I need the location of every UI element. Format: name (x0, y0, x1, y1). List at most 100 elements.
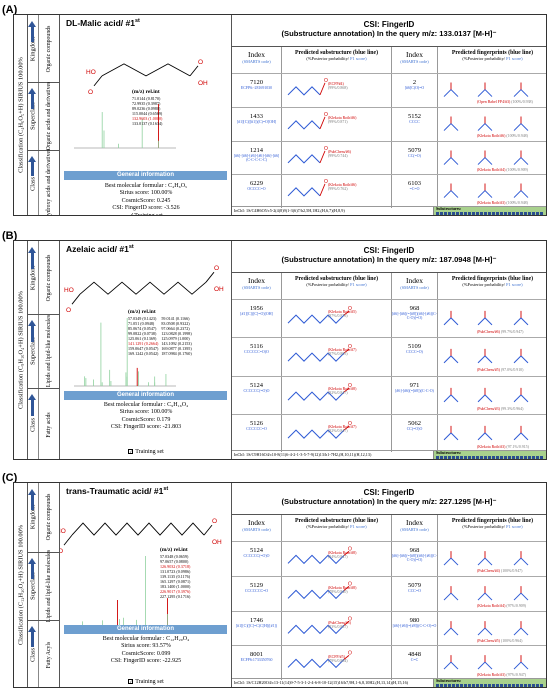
tier-class: Class Fatty Acyls (27, 620, 59, 687)
info-sirius: Sirius score: 100.00% (119, 190, 173, 197)
posterior-label: (%Posterior probability/ (306, 282, 349, 287)
training-set-checkbox[interactable]: ✓ (129, 212, 135, 216)
substructure-cell: (PubChem/#6) (99.7%/0.947) (438, 300, 546, 337)
info-sirius: Sirius score: 93.57% (121, 643, 171, 650)
bit-cell (488, 455, 491, 459)
csi-title: CSI: FingerID (363, 20, 415, 29)
index-cell: 5129 CCCCCCC=O (232, 576, 282, 611)
bit-cell (472, 683, 475, 687)
bit-cell (436, 683, 439, 687)
fingerprint-bonds (477, 317, 493, 326)
predicted-bonds (287, 390, 345, 401)
bit-cell (528, 455, 531, 459)
classification-text: Classification (C₉H₁₆O₄+H) SIRIUS 100.00… (16, 291, 24, 409)
atom-label: OH (212, 539, 222, 546)
posterior-label: (%Posterior probability/ (462, 56, 505, 61)
fingerprint-bonds (513, 431, 529, 440)
smarts-code: CCC=O (408, 588, 421, 593)
substructure-drawing (443, 310, 529, 326)
tier-name: Superclass (28, 552, 39, 621)
info-fingerid: CSI: FingerID score: -21.803 (110, 424, 182, 431)
info-formula: Best molecular formular : C₁₂H₂₀O₄ (102, 636, 190, 642)
tier-name: Kingdom (28, 483, 39, 552)
fingerprint-row: 7120 ECFP6:-281691030 2 [#6]C(O)=O O (ECFP#4)… (232, 73, 546, 107)
substructure-drawing (443, 585, 529, 601)
bit-cell (520, 211, 523, 215)
smarts-code: ECFP6:-281691030 (240, 86, 273, 90)
csi-subtitle: (Substructure annotation) In the query m… (281, 497, 497, 506)
substructure-drawing (443, 425, 529, 440)
substructure-cell: O (Klekota Roth/#6) (99%/0.871) (282, 107, 392, 141)
probability: (92%/0.847) (328, 390, 348, 395)
bit-cell (436, 211, 439, 215)
predicted-bonds (287, 119, 321, 130)
fingerprint-bonds (443, 431, 459, 440)
atom-label: HO (60, 528, 66, 535)
probability: (92%/0.847) (328, 428, 348, 433)
peak-entry: 187.0984 (0.1760) (161, 351, 192, 356)
training-set-checkbox[interactable]: ✓ (128, 679, 134, 685)
bit-cell (484, 455, 487, 459)
prediction-label: (Klekota Roth/#3) (97.1%/0.915) (477, 445, 529, 449)
tier-kingdom: Kingdom Organic compounds (27, 15, 59, 83)
bit-cell (536, 455, 539, 459)
header-posterior: (%Posterior probability/ F1 score) (438, 56, 546, 61)
predicted-bonds (287, 187, 321, 197)
atom-label: OH (214, 286, 224, 293)
substructure-cell: O (ECFP#4) (99%/0.868) (282, 74, 392, 107)
bit-cell (456, 683, 459, 687)
header-smarts: (SMARTS code) (242, 59, 271, 64)
tier-superclass: Superclass Lipids and lipid-like molecule… (27, 314, 59, 388)
training-set-checkbox[interactable]: ✓ (128, 449, 134, 455)
substructure-bit-pattern (436, 211, 545, 215)
header-posterior: (%Posterior probability/ F1 score) (438, 524, 546, 529)
bit-cell (524, 211, 527, 215)
substructure-cell: (Open Babel FP4/#3) (100%/0.938) (438, 74, 546, 107)
smarts-code: [#1][C]([#1])(C)=O[OH] (236, 119, 277, 124)
info-sirius: Sirius score: 100.00% (119, 409, 173, 416)
index-cell: 8001 ECFP6:1733350760 (232, 646, 282, 680)
peak-entry: 72.9935 (0.3987) (132, 101, 161, 106)
smarts-code: CC(=O) (408, 153, 421, 158)
bit-cell (540, 683, 543, 687)
f1-label: F1 score) (350, 282, 367, 287)
carbonyl-bond (343, 620, 350, 626)
info-fingerid: CSI: FingerID score: -3.526 (112, 205, 180, 212)
carbonyl-bond (343, 425, 350, 431)
bond (203, 524, 213, 536)
probability: (99%/0.762) (328, 187, 348, 192)
atom-label: HO (64, 287, 74, 294)
bit-cell (532, 455, 535, 459)
peak-entry: 89.0236 (0.0980) (132, 106, 161, 111)
tier-value-text: Lipids and lipid-like molecules (45, 315, 52, 388)
tier-name: Class (28, 388, 39, 459)
index-cell: 6229 OCCCC=O (232, 175, 282, 208)
smarts-code: [#6]-[#6](=[#8])(C-C-O)=O (392, 623, 437, 628)
bit-cell (468, 211, 471, 215)
fingerprint-bonds (477, 661, 493, 670)
bit-cell (476, 211, 479, 215)
bit-cell (492, 211, 495, 215)
info-cosmic: CosmicScore: 0.179 (121, 416, 171, 423)
source-label: (PubChem/#5) (477, 368, 500, 373)
peak-entry: 159.0647 (0.0547) (128, 346, 159, 351)
molecule-structure: O HO O OH (86, 59, 208, 96)
substructure-cell: (Klekota Roth/#3) (97.1%/0.915) (438, 415, 546, 452)
arrow-shaft (31, 27, 34, 42)
smarts-code: =C=O (409, 187, 420, 192)
peak-entry: 125.061 (0.1369) (128, 336, 157, 341)
inchi-bar: InChI: 1S/C9H16O4/c10-8(11)6-4-2-1-3-5-7… (232, 450, 546, 459)
training-set: ✓Training set (60, 212, 232, 216)
bond (93, 75, 103, 87)
substructure-cell: (PubChem/#5) (97.0%/0.910) (438, 338, 546, 375)
info-formula: Best molecular formular : C₉H₁₆O₄ (103, 402, 189, 408)
substructure-label: Substructures: (436, 206, 462, 211)
training-set-label: Training set (135, 449, 164, 455)
peak-entry: 57.0349 (0.1423) (128, 316, 157, 321)
peak-entry: 165.1297 (0.0871) (160, 579, 191, 584)
fingerprint-bonds (443, 626, 459, 635)
fingerprint-bonds (477, 355, 493, 364)
substructure-cell: O (Klekota Roth/#5) (97%/0.876) (282, 300, 392, 338)
peak-entry: 123.0828 (0.1998) (161, 331, 192, 336)
substructure-drawing (443, 387, 529, 402)
